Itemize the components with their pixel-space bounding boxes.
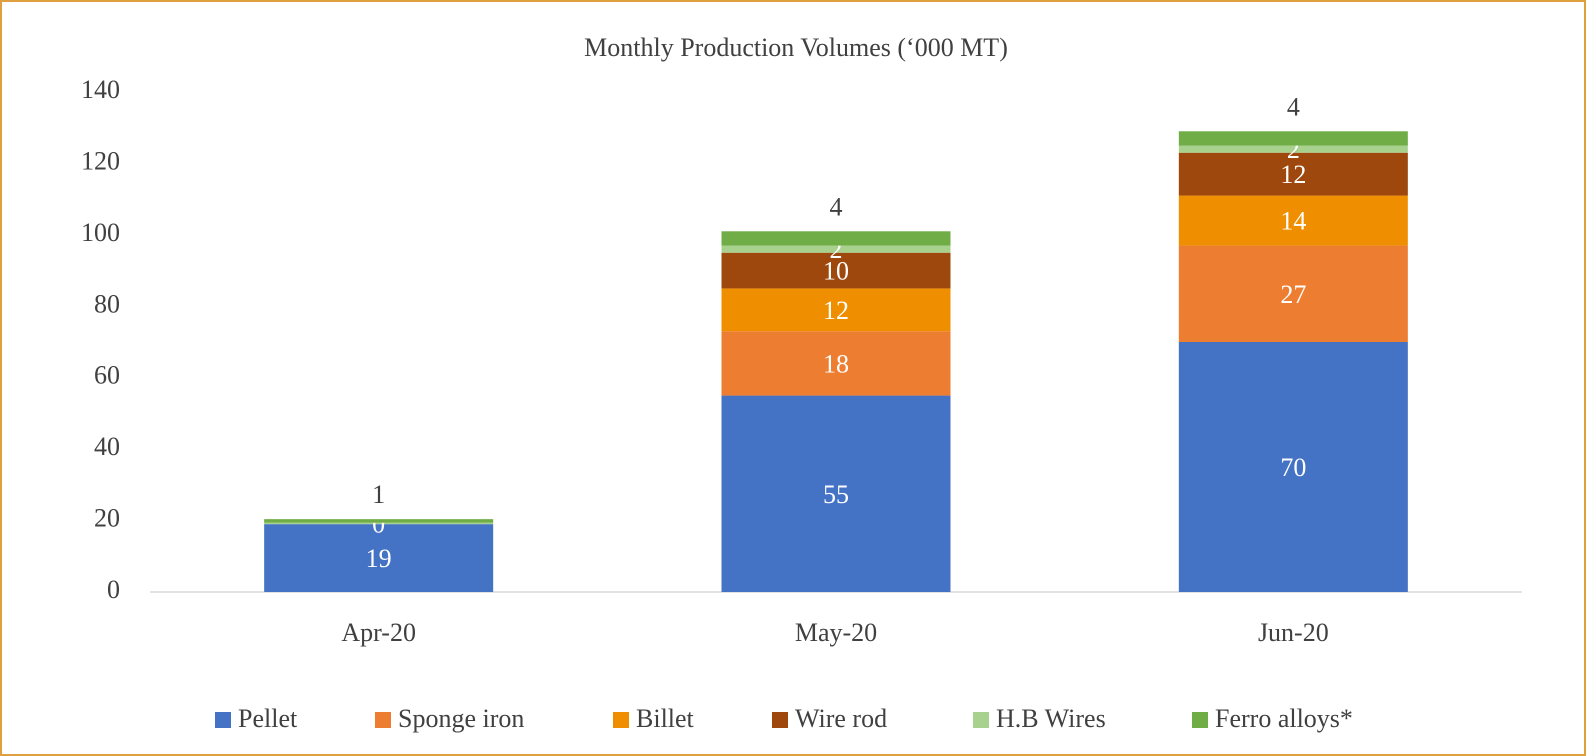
data-label: 4 bbox=[1287, 92, 1300, 121]
y-tick-label: 20 bbox=[94, 504, 120, 533]
y-tick-label: 120 bbox=[81, 146, 120, 175]
legend-swatch bbox=[613, 712, 629, 728]
legend-swatch bbox=[215, 712, 231, 728]
bar-segment bbox=[1178, 145, 1408, 153]
data-label: 27 bbox=[1280, 280, 1306, 309]
data-label: 18 bbox=[823, 349, 849, 378]
bar-segment bbox=[1178, 152, 1408, 196]
data-label: 12 bbox=[1280, 160, 1306, 189]
data-label: 0 bbox=[372, 509, 385, 538]
legend-label: Wire rod bbox=[795, 704, 887, 733]
legend-swatch bbox=[1192, 712, 1208, 728]
x-tick-label: May-20 bbox=[795, 618, 877, 647]
y-tick-label: 140 bbox=[81, 75, 120, 104]
bar-segment bbox=[721, 288, 951, 332]
legend-swatch bbox=[973, 712, 989, 728]
legend-label: Pellet bbox=[238, 704, 298, 733]
bar-segment bbox=[1178, 131, 1408, 146]
legend-label: Ferro alloys* bbox=[1215, 704, 1353, 733]
y-tick-label: 80 bbox=[94, 289, 120, 318]
data-label: 12 bbox=[823, 296, 849, 325]
bar-segment bbox=[721, 245, 951, 253]
bar-segment bbox=[264, 524, 494, 592]
data-label: 55 bbox=[823, 480, 849, 509]
bar-segment bbox=[1178, 195, 1408, 246]
x-tick-label: Apr-20 bbox=[341, 618, 416, 647]
data-label: 4 bbox=[830, 192, 843, 221]
bar-segment bbox=[1178, 342, 1408, 592]
bar-segment bbox=[264, 519, 494, 523]
legend-label: Sponge iron bbox=[398, 704, 524, 733]
y-tick-label: 40 bbox=[94, 432, 120, 461]
data-label: 10 bbox=[823, 257, 849, 286]
legend-label: Billet bbox=[636, 704, 695, 733]
bar-segment bbox=[721, 231, 951, 246]
y-tick-label: 100 bbox=[81, 218, 120, 247]
x-tick-label: Jun-20 bbox=[1258, 618, 1329, 647]
bar-segment bbox=[721, 331, 951, 396]
bar-segment bbox=[264, 522, 494, 525]
data-label: 70 bbox=[1280, 453, 1306, 482]
data-label: 19 bbox=[366, 544, 392, 573]
legend-swatch bbox=[772, 712, 788, 728]
bar-segment bbox=[721, 395, 951, 592]
data-label: 1 bbox=[372, 480, 385, 509]
legend-label: H.B Wires bbox=[996, 704, 1106, 733]
y-tick-label: 60 bbox=[94, 361, 120, 390]
bar-segment bbox=[1178, 245, 1408, 342]
legend-swatch bbox=[375, 712, 391, 728]
chart-title: Monthly Production Volumes (‘000 MT) bbox=[584, 33, 1008, 62]
data-label: 14 bbox=[1280, 207, 1306, 236]
y-tick-label: 0 bbox=[107, 575, 120, 604]
bar-segment bbox=[721, 252, 951, 289]
